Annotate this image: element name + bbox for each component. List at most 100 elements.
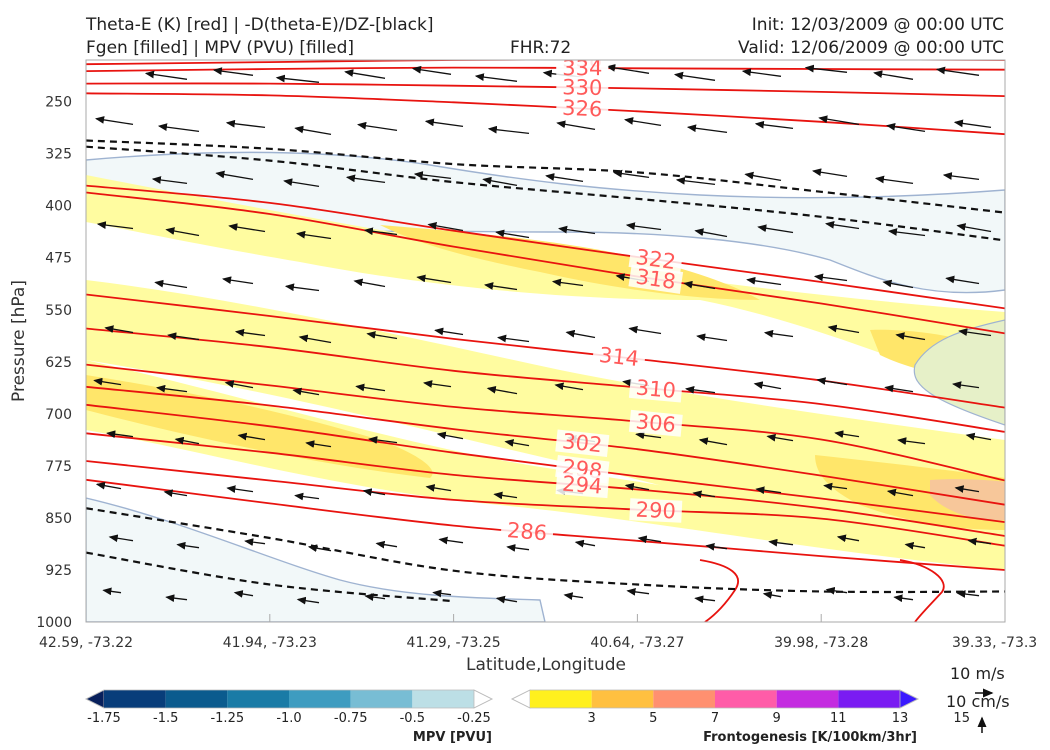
colorbar-tick: -0.25 — [457, 711, 491, 726]
wind-vector — [298, 334, 332, 344]
wind-vector — [887, 228, 926, 237]
theta-e-contour-306 — [86, 363, 1005, 482]
wind-vector — [904, 541, 926, 550]
wind-vector — [424, 118, 464, 128]
wind-vector — [157, 123, 200, 133]
x-tick-label-2: 41.29, -73.25 — [407, 635, 501, 651]
theta-e-label-text: 318 — [634, 264, 677, 294]
wind-vector — [344, 69, 386, 79]
wind-vector — [956, 223, 992, 233]
theta-e-label-bg — [500, 518, 554, 545]
y-tick-label-700: 700 — [45, 407, 72, 423]
theta-e-label-text: 294 — [561, 472, 603, 499]
wind-vector — [484, 282, 518, 291]
wind-vector — [307, 544, 332, 553]
theta-e-label-334: 334 — [556, 60, 609, 80]
valid-time: Valid: 12/06/2009 @ 00:00 UTC — [738, 38, 1004, 58]
theta-e-label-330: 330 — [556, 75, 609, 100]
wind-vector — [108, 534, 134, 543]
theta-e-label-306: 306 — [628, 409, 683, 437]
wind-vector — [212, 67, 254, 76]
theta-e-label-bg — [556, 60, 609, 80]
wind-vector — [425, 484, 452, 492]
wind-vector — [698, 437, 728, 446]
wind-vector — [504, 439, 530, 447]
wind-vector — [226, 485, 254, 493]
y-tick-label-550: 550 — [45, 303, 72, 319]
wind-vector — [565, 329, 596, 339]
wind-vector — [165, 227, 200, 237]
wind-vector — [625, 222, 662, 231]
colorbar-tick: 7 — [711, 711, 719, 726]
theta-e-contour-290 — [86, 460, 1005, 547]
wind-vector — [823, 482, 848, 491]
colorbar-swatch — [899, 689, 919, 709]
wind-vector — [554, 382, 584, 391]
wind-vector — [215, 170, 254, 181]
colorbar-swatch — [776, 690, 839, 708]
wind-vector — [102, 587, 122, 596]
theta-e-label-bg — [591, 343, 647, 371]
wind-vector — [755, 486, 782, 495]
wind-vector — [886, 122, 926, 133]
wind-vector — [234, 328, 266, 337]
wind-vector — [952, 381, 980, 389]
wind-vector — [93, 377, 122, 386]
forecast-hour: FHR:72 — [510, 38, 572, 58]
wind-vector — [355, 383, 386, 392]
fgen-fill-orange-low — [86, 375, 433, 478]
wind-vector — [411, 65, 452, 75]
wind-vector — [225, 119, 266, 129]
wind-vector — [487, 125, 530, 135]
wind-vector — [413, 171, 452, 180]
theta-e-label-290: 290 — [629, 498, 683, 523]
theta-e-contour-extra-1 — [699, 559, 739, 622]
y-tick-label-850: 850 — [45, 511, 72, 527]
wind-vector — [897, 437, 926, 445]
y-tick-label-1000: 1000 — [36, 615, 72, 631]
colorbar-tick: -0.5 — [400, 711, 425, 726]
wind-vector — [497, 334, 530, 343]
wind-vector — [156, 384, 188, 393]
wind-vector — [637, 535, 662, 544]
wind-vector — [363, 227, 398, 236]
x-axis-ticks: 42.59, -73.22 41.94, -73.23 41.29, -73.25 4… — [39, 614, 1037, 651]
theta-e-label-text: 302 — [561, 429, 603, 457]
wind-vector — [886, 488, 914, 497]
wind-vector — [873, 70, 914, 80]
theta-e-label-326: 326 — [555, 96, 609, 122]
wind-vector — [626, 587, 650, 596]
wind-vector — [165, 594, 188, 603]
plot-frame — [85, 59, 1006, 623]
theta-e-label-text: 330 — [562, 75, 602, 100]
colorbar-swatch — [473, 689, 493, 709]
wind-vector — [763, 329, 794, 338]
contour-labels: 3383343303263223183143103063022982942902… — [500, 60, 684, 545]
y-tick-label-475: 475 — [45, 251, 72, 267]
wind-vector — [95, 481, 122, 490]
theta-e-contour-318 — [86, 191, 1005, 335]
wind-vector — [574, 539, 596, 548]
wind-vector — [104, 325, 134, 334]
wind-vector — [244, 538, 266, 546]
wind-vector — [683, 280, 716, 290]
wind-vector — [754, 120, 794, 130]
wind-vector — [96, 221, 134, 230]
wind-vector — [746, 276, 782, 286]
colorbar-tick: 5 — [649, 711, 657, 726]
theta-e-contour-338 — [86, 60, 1005, 66]
wind-vector — [283, 178, 320, 188]
colorbar-swatch — [530, 690, 592, 708]
wind-vector — [753, 381, 782, 390]
x-axis-label: Latitude,Longitude — [466, 655, 626, 675]
wind-vector — [741, 68, 782, 77]
colorbar-swatch — [289, 690, 351, 708]
colorbar-tick: -1.5 — [153, 711, 178, 726]
colorbar-outline — [511, 689, 919, 709]
wind-vector — [628, 325, 662, 335]
fgen-fill-salmon — [930, 479, 1005, 521]
wind-vector — [144, 70, 188, 80]
theta-e-label-310: 310 — [628, 375, 683, 403]
wind-vector — [353, 278, 386, 288]
wind-vector — [284, 283, 320, 292]
